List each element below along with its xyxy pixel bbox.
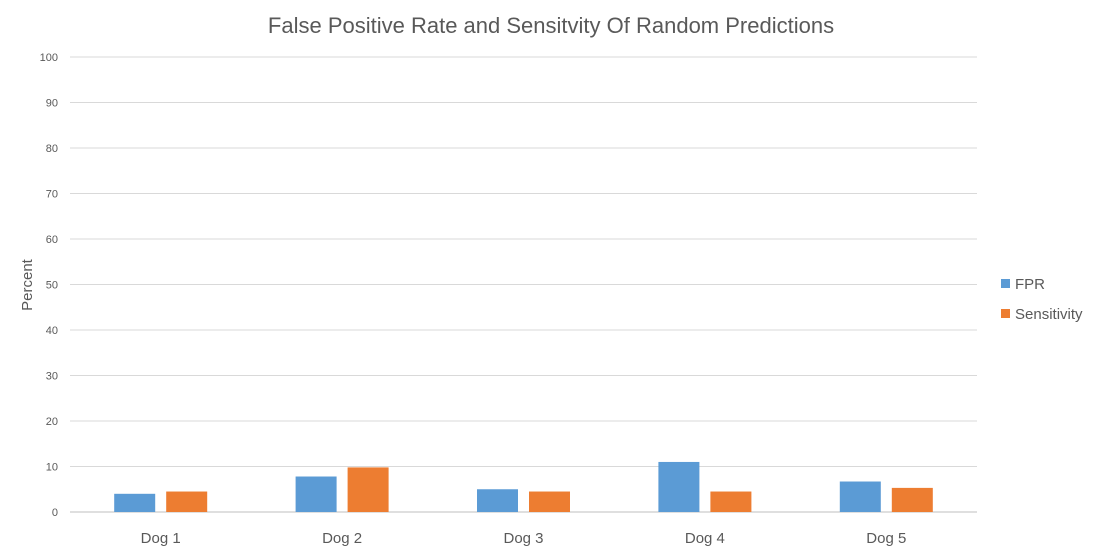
bar-sensitivity-dog-5 — [891, 487, 933, 512]
bar-sensitivity-dog-3 — [529, 491, 570, 512]
legend-label-fpr: FPR — [1015, 276, 1045, 293]
x-tick-label-dog-5: Dog 5 — [866, 530, 906, 547]
x-tick-label-dog-4: Dog 4 — [685, 530, 725, 547]
y-tick-label-20: 20 — [46, 416, 58, 428]
y-tick-label-30: 30 — [46, 371, 58, 383]
bar-fpr-dog-4 — [658, 461, 700, 512]
gridlines — [70, 56, 977, 513]
y-tick-label-40: 40 — [46, 325, 58, 337]
legend-swatch-fpr — [1001, 279, 1010, 288]
y-tick-label-70: 70 — [46, 189, 58, 201]
y-tick-label-80: 80 — [46, 143, 58, 155]
y-axis-label: Percent — [19, 258, 36, 311]
legend-swatch-sensitivity — [1001, 309, 1010, 318]
bar-fpr-dog-2 — [295, 476, 337, 512]
chart-title: False Positive Rate and Sensitvity Of Ra… — [268, 13, 834, 38]
bar-fpr-dog-1 — [114, 493, 156, 512]
x-tick-label-dog-3: Dog 3 — [503, 530, 543, 547]
bar-sensitivity-dog-1 — [166, 491, 208, 512]
legend: FPR Sensitivity — [1001, 276, 1083, 323]
y-tick-label-100: 100 — [40, 52, 58, 64]
x-axis-ticks: Dog 1 Dog 2 Dog 3 Dog 4 Dog 5 — [141, 530, 907, 547]
y-tick-label-60: 60 — [46, 234, 58, 246]
x-tick-label-dog-1: Dog 1 — [141, 530, 181, 547]
y-tick-label-90: 90 — [46, 98, 58, 110]
bars — [114, 461, 933, 512]
y-tick-label-10: 10 — [46, 462, 58, 474]
bar-fpr-dog-5 — [839, 481, 881, 512]
bar-sensitivity-dog-4 — [710, 491, 752, 512]
bar-fpr-dog-3 — [477, 489, 518, 512]
y-tick-label-50: 50 — [46, 280, 58, 292]
bar-sensitivity-dog-2 — [347, 467, 389, 512]
legend-label-sensitivity: Sensitivity — [1015, 306, 1083, 323]
y-axis-ticks: 0 10 20 30 40 50 60 70 80 90 100 — [40, 52, 58, 519]
y-tick-label-0: 0 — [52, 507, 58, 519]
x-tick-label-dog-2: Dog 2 — [322, 530, 362, 547]
